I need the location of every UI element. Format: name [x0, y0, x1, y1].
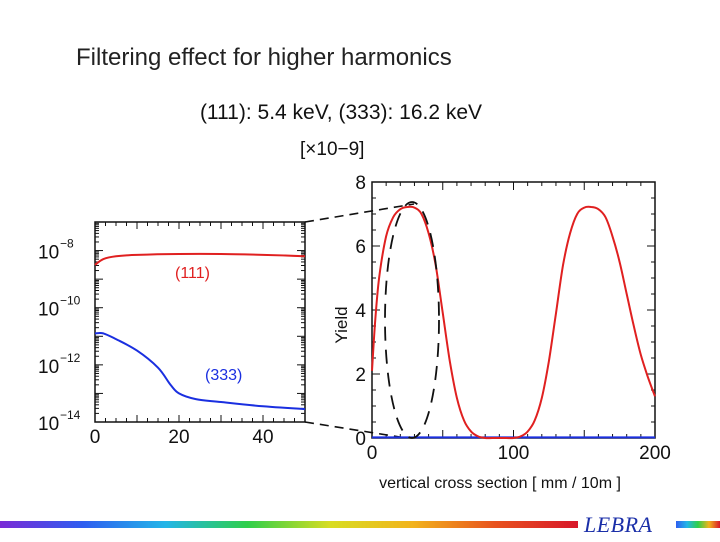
- series-111-right-line: [371, 205, 656, 440]
- y-tick-label-base: 10: [38, 243, 59, 264]
- x-tick-label: 40: [252, 427, 273, 448]
- x-tick-label: 100: [498, 443, 530, 464]
- zoom-region-ellipse: [384, 201, 440, 439]
- zoom-line-top: [304, 203, 415, 223]
- y-tick-label-exponent: −12: [60, 351, 81, 365]
- scale-factor-label: [×10−9]: [300, 139, 364, 160]
- footer-rainbow-bar-right: [676, 521, 720, 528]
- right-x-axis-label: vertical cross section [ mm / 10m ]: [379, 475, 621, 492]
- right-linear-panel: 0 2 4 6 8 0 100 200 Yield vertical cross secti…: [332, 173, 671, 492]
- right-x-tick-labels: 0 100 200: [367, 443, 671, 464]
- y-tick-label-exponent: −8: [60, 237, 74, 251]
- figure-heading: (111): 5.4 keV, (333): 16.2 keV: [200, 101, 482, 124]
- x-tick-label: 0: [367, 443, 378, 464]
- right-y-tick-labels: 0 2 4 6 8: [355, 173, 366, 450]
- right-plot-frame: [371, 181, 656, 439]
- y-tick-label: 6: [355, 237, 366, 258]
- series-333-label: (333): [205, 367, 242, 384]
- left-minor-ticks: [94, 222, 306, 423]
- series-333-left-line: [94, 332, 306, 411]
- y-tick-label: 8: [355, 173, 366, 194]
- series-111-label: (111): [175, 265, 210, 282]
- slide-title: Filtering effect for higher harmonics: [76, 44, 452, 71]
- y-tick-label: 10 −14: [38, 408, 81, 435]
- y-tick-label-base: 10: [38, 357, 59, 378]
- y-tick-label-base: 10: [38, 414, 59, 435]
- left-x-tick-labels: 0 20 40: [90, 427, 274, 448]
- y-tick-label-exponent: −10: [60, 294, 81, 308]
- y-tick-label: 2: [355, 365, 366, 386]
- zoom-line-bottom: [304, 421, 407, 439]
- footer: LEBRA: [0, 512, 720, 542]
- y-tick-label-base: 10: [38, 300, 59, 321]
- left-plot-frame: [94, 221, 306, 423]
- y-tick-label: 10 −12: [38, 351, 81, 378]
- x-tick-label: 0: [90, 427, 101, 448]
- right-minor-ticks: [371, 181, 656, 439]
- series-111-left-line: [94, 252, 306, 266]
- y-tick-label-exponent: −14: [60, 408, 81, 422]
- footer-rainbow-bar: [0, 521, 578, 528]
- y-tick-label: 0: [355, 429, 366, 450]
- lebra-logo: LEBRA: [584, 512, 653, 537]
- y-tick-label: 4: [355, 301, 366, 322]
- right-y-axis-label: Yield: [332, 306, 351, 343]
- y-tick-label: 10 −8: [38, 237, 74, 264]
- y-tick-label: 10 −10: [38, 294, 81, 321]
- x-tick-label: 20: [168, 427, 189, 448]
- x-tick-label: 200: [639, 443, 671, 464]
